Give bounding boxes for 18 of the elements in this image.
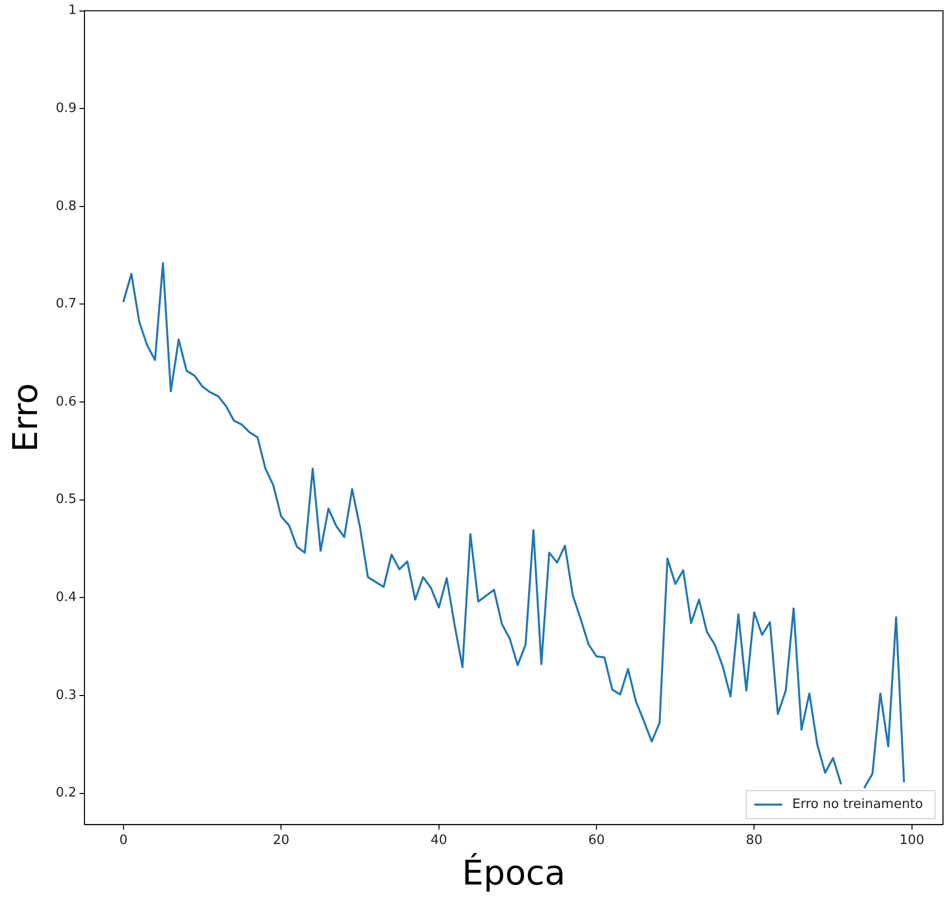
y-tick-label: 1: [68, 3, 76, 18]
x-tick-label: 40: [430, 832, 448, 848]
y-tick-label: 0.4: [56, 590, 76, 606]
y-tick-label: 0.6: [56, 394, 76, 410]
y-tick-label: 0.5: [56, 492, 76, 508]
y-axis-title: Erro: [6, 383, 46, 452]
x-tick-label: 100: [899, 832, 924, 848]
y-tick-label: 0.9: [56, 100, 76, 116]
x-tick-label: 0: [119, 832, 128, 848]
y-tick-label: 0.7: [56, 296, 76, 312]
x-tick-label: 60: [588, 832, 605, 848]
x-tick-label: 20: [272, 832, 290, 848]
legend-label: Erro no treinamento: [792, 796, 924, 812]
y-tick-label: 0.2: [56, 786, 76, 801]
x-tick-label: 80: [746, 832, 762, 848]
x-axis-title: Época: [462, 852, 566, 894]
y-tick-label: 0.8: [56, 198, 76, 214]
y-tick-label: 0.3: [56, 688, 76, 703]
